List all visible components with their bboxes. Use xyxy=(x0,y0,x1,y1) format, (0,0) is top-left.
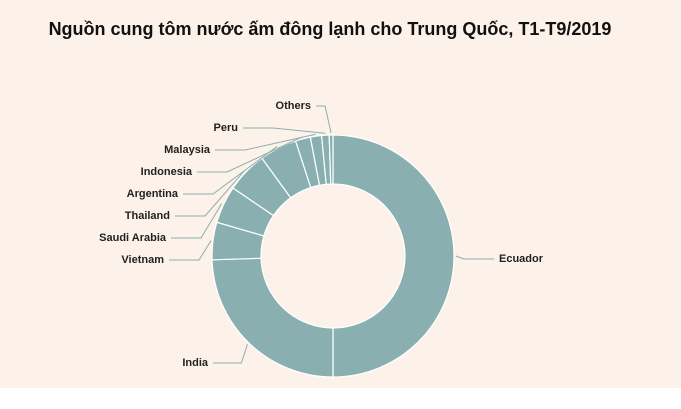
slice-label: Saudi Arabia xyxy=(99,232,167,244)
chart-title: Nguồn cung tôm nước ấm đông lạnh cho Tru… xyxy=(49,19,612,39)
slice-label: Malaysia xyxy=(164,144,211,156)
leader-line xyxy=(183,146,278,195)
leader-line xyxy=(197,136,303,173)
leader-line xyxy=(213,344,248,364)
slice-label: Ecuador xyxy=(499,253,544,265)
slice-label: Peru xyxy=(214,122,238,134)
leader-line xyxy=(171,203,223,239)
slice xyxy=(332,134,455,378)
leader-line xyxy=(455,255,494,260)
background xyxy=(0,0,681,388)
leader-line xyxy=(243,127,326,134)
slice-label: Thailand xyxy=(125,210,170,222)
slice-label: Argentina xyxy=(127,188,179,200)
slice-label: Vietnam xyxy=(121,254,164,266)
slice-label: Others xyxy=(276,100,311,112)
leader-line xyxy=(175,170,246,217)
leader-line xyxy=(169,240,212,261)
slice-label: Indonesia xyxy=(141,166,193,178)
slice xyxy=(328,134,334,185)
leader-line xyxy=(215,133,316,151)
slice-label: India xyxy=(182,357,209,369)
slice xyxy=(211,257,334,378)
leader-line xyxy=(316,105,332,134)
